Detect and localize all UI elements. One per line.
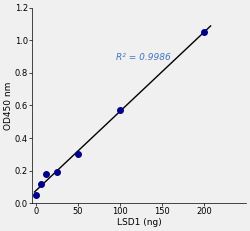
Point xyxy=(55,170,59,174)
Point xyxy=(39,182,43,185)
Point xyxy=(44,172,48,176)
Point xyxy=(34,193,38,197)
X-axis label: LSD1 (ng): LSD1 (ng) xyxy=(116,218,161,227)
Point xyxy=(76,152,80,156)
Text: R² = 0.9986: R² = 0.9986 xyxy=(116,53,170,62)
Y-axis label: OD450 nm: OD450 nm xyxy=(4,81,13,130)
Point xyxy=(118,109,122,112)
Point xyxy=(202,30,206,34)
